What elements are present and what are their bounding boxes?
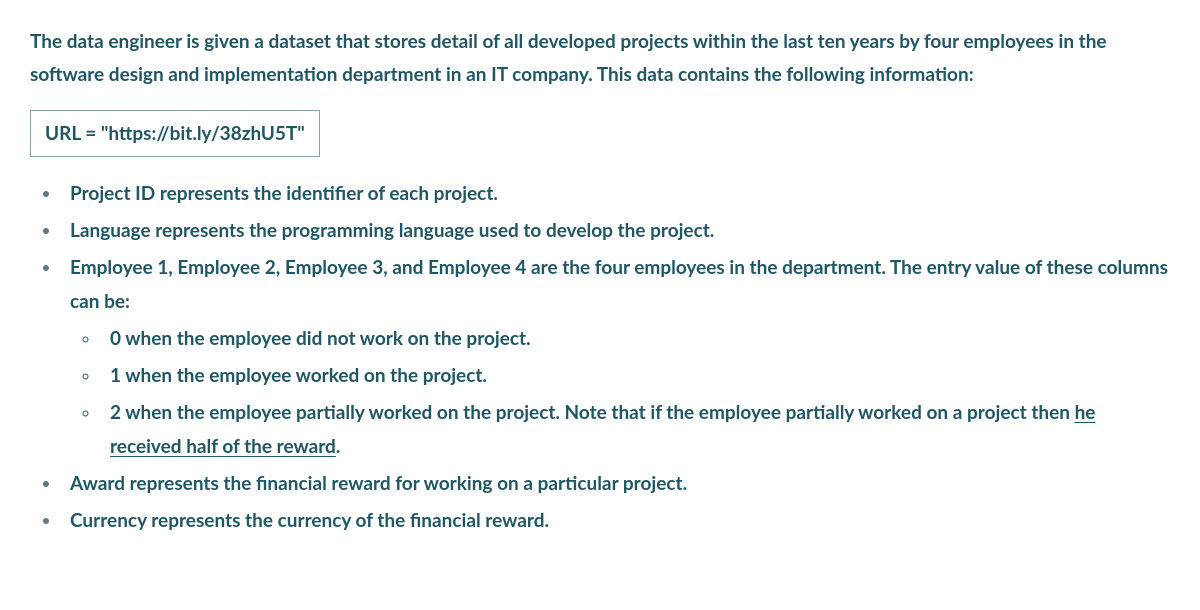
subbullet-2-post: . [336,435,341,458]
subbullet-2-pre: 2 when the employee partially worked on … [110,401,1075,424]
subbullet-1: 1 when the employee worked on the projec… [100,359,1170,392]
bullet-employees-text: Employee 1, Employee 2, Employee 3, and … [70,256,1168,312]
bullet-language: Language represents the programming lang… [62,214,1170,247]
intro-paragraph: The data engineer is given a dataset tha… [30,25,1170,92]
field-list: Project ID represents the identifier of … [30,177,1170,538]
bullet-award: Award represents the financial reward fo… [62,467,1170,500]
bullet-currency: Currency represents the currency of the … [62,504,1170,537]
subbullet-2: 2 when the employee partially worked on … [100,396,1170,463]
bullet-project-id: Project ID represents the identifier of … [62,177,1170,210]
url-box: URL = "https://bit.ly/38zhU5T" [30,110,320,157]
employee-value-list: 0 when the employee did not work on the … [70,322,1170,463]
subbullet-0: 0 when the employee did not work on the … [100,322,1170,355]
bullet-employees: Employee 1, Employee 2, Employee 3, and … [62,251,1170,463]
